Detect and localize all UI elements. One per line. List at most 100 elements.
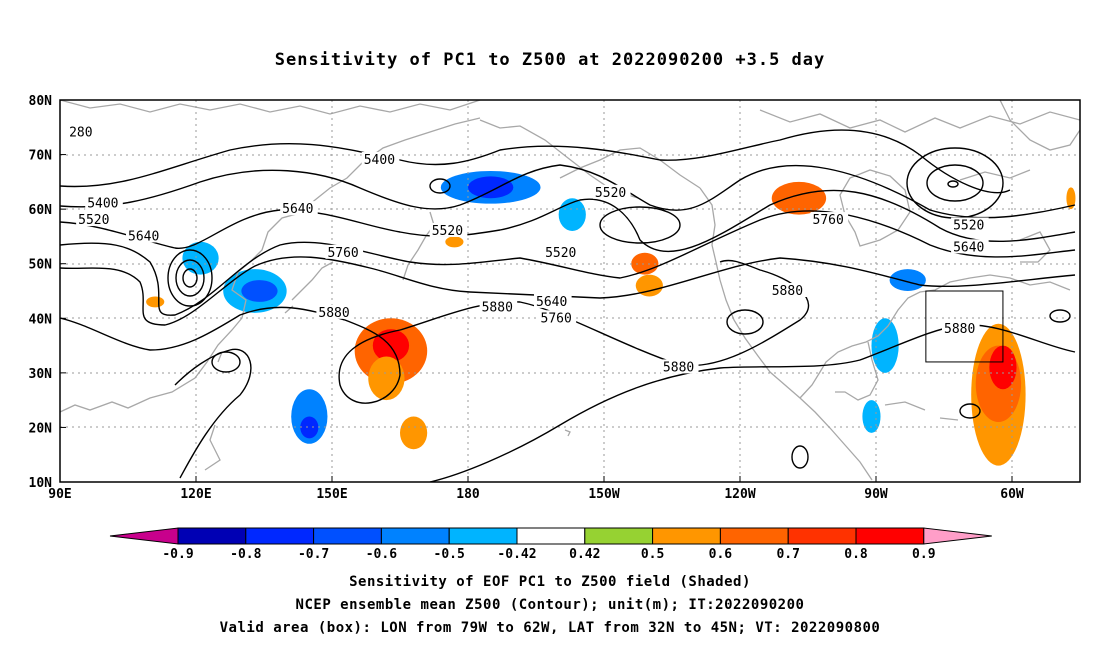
colorbar-box-1: [245, 527, 315, 545]
colorbar-label-11: 0.9: [912, 547, 935, 562]
sensitivity-patch-18: [771, 181, 827, 215]
contour-label-6: 5760: [327, 246, 358, 261]
sensitivity-patch-22: [146, 296, 165, 308]
lon-tick-label: 150E: [316, 487, 347, 502]
contour-label-16: 5760: [813, 213, 844, 228]
grid-lines: [60, 100, 1080, 482]
contour-label-bg-3: [76, 212, 114, 227]
contour-label-bg-17: [951, 217, 989, 232]
lon-tick-label: 60W: [1000, 487, 1024, 502]
colorbar-label-9: 0.7: [776, 547, 799, 562]
colorbar-box-5: [516, 527, 586, 545]
contour-label-bg-11: [543, 244, 581, 259]
contour-label-bg-13: [538, 310, 577, 325]
contour-label-0: 280: [69, 126, 92, 141]
map-frame: [59, 99, 1081, 483]
contour-label-bg-16: [810, 212, 849, 227]
contour-label-bg-2: [85, 195, 123, 210]
caption-valid-area: Valid area (box): LON from 79W to 62W, L…: [219, 620, 881, 636]
sensitivity-patch-9: [871, 318, 899, 373]
sensitivity-patch-21: [989, 345, 1017, 390]
colorbar-label-3: -0.6: [366, 547, 397, 562]
colorbar-label-5: -0.42: [497, 547, 536, 562]
contour-label-5: 5640: [282, 202, 313, 217]
contour-label-bg-18: [951, 239, 989, 254]
colorbar-box-2: [313, 527, 382, 545]
colorbar-box-4: [448, 527, 518, 545]
valid-area-box: [925, 290, 1004, 363]
colorbar-label-6: 0.42: [569, 547, 600, 562]
chart-title: Sensitivity of PC1 to Z500 at 2022090200…: [274, 50, 826, 70]
z500-contours: [60, 129, 1076, 482]
colorbar-box-9: [787, 527, 857, 545]
colorbar-box-3: [380, 527, 450, 545]
sensitivity-patch-15: [445, 236, 464, 248]
contour-label-4: 5640: [128, 229, 159, 244]
contour-label-bg-4: [126, 228, 164, 243]
contour-label-bg-8: [316, 304, 354, 319]
sensitivity-patch-6: [468, 176, 514, 199]
lat-tick-label: 10N: [29, 476, 53, 491]
colorbar-label-2: -0.7: [298, 547, 329, 562]
lon-tick-label: 90E: [48, 487, 71, 502]
contour-label-14: 5880: [663, 360, 694, 375]
colorbar-label-1: -0.8: [230, 547, 261, 562]
colorbar-low-arrow: [109, 527, 179, 545]
lon-tick-label: 180: [456, 487, 480, 502]
colorbar-label-0: -0.9: [162, 547, 193, 562]
contour-label-11: 5520: [545, 246, 576, 261]
lat-tick-label: 20N: [29, 421, 53, 436]
sensitivity-patch-10: [862, 400, 881, 433]
sensitivity-patch-17: [635, 274, 663, 297]
sensitivity-patch-13: [368, 356, 405, 401]
colorbar-label-7: 0.5: [641, 547, 664, 562]
lon-tick-label: 150W: [588, 487, 619, 502]
contour-label-17: 5520: [953, 219, 984, 234]
colorbar-box-10: [855, 527, 925, 545]
lon-tick-label: 120E: [180, 487, 211, 502]
lat-tick-label: 30N: [29, 367, 53, 382]
contour-label-12: 5640: [536, 295, 567, 310]
contour-label-9: 5880: [482, 300, 513, 315]
contour-label-bg-14: [660, 359, 699, 374]
lat-tick-label: 50N: [29, 258, 53, 273]
contour-label-bg-9: [479, 299, 518, 314]
contour-label-13: 5760: [541, 311, 572, 326]
contour-label-3: 5520: [78, 213, 109, 228]
contour-label-2: 5400: [87, 197, 118, 212]
contour-label-bg-15: [769, 283, 808, 297]
sensitivity-patch-14: [400, 416, 428, 450]
contour-label-8: 5880: [318, 306, 349, 321]
sensitivity-patch-3: [241, 280, 278, 302]
contour-label-bg-10: [592, 184, 631, 199]
sensitivity-patch-7: [558, 198, 586, 231]
colorbar-box-7: [652, 527, 721, 545]
contour-label-19: 5880: [944, 322, 975, 337]
lat-tick-label: 70N: [29, 149, 53, 164]
lat-tick-label: 40N: [29, 312, 53, 327]
caption-shaded: Sensitivity of EOF PC1 to Z500 field (Sh…: [349, 574, 751, 590]
sensitivity-patch-23: [1066, 187, 1076, 210]
lat-tick-label: 60N: [29, 203, 53, 218]
lat-tick-label: 80N: [29, 94, 53, 109]
contour-label-bg-7: [429, 222, 468, 237]
contour-label-1: 5400: [364, 153, 395, 168]
contour-label-15: 5880: [772, 284, 803, 299]
contour-label-bg-6: [325, 244, 364, 259]
contour-label-7: 5520: [432, 224, 463, 239]
sensitivity-patch-1: [300, 416, 319, 439]
sensitivity-patch-8: [889, 269, 926, 292]
sensitivity-patch-12: [372, 329, 410, 362]
colorbar-high-arrow: [923, 527, 992, 545]
lon-tick-label: 90W: [864, 487, 888, 502]
contour-label-bg-5: [280, 201, 318, 216]
contour-label-bg-19: [942, 321, 980, 336]
contour-label-bg-0: [67, 124, 97, 139]
contour-label-10: 5520: [595, 186, 626, 201]
contour-label-bg-12: [534, 293, 572, 308]
caption-contour: NCEP ensemble mean Z500 (Contour); unit(…: [295, 597, 805, 613]
colorbar: -0.9 -0.8 -0.7 -0.6 -0.5 -0.42 0.42 0.5 0.6 0.7 0.…: [109, 527, 992, 562]
